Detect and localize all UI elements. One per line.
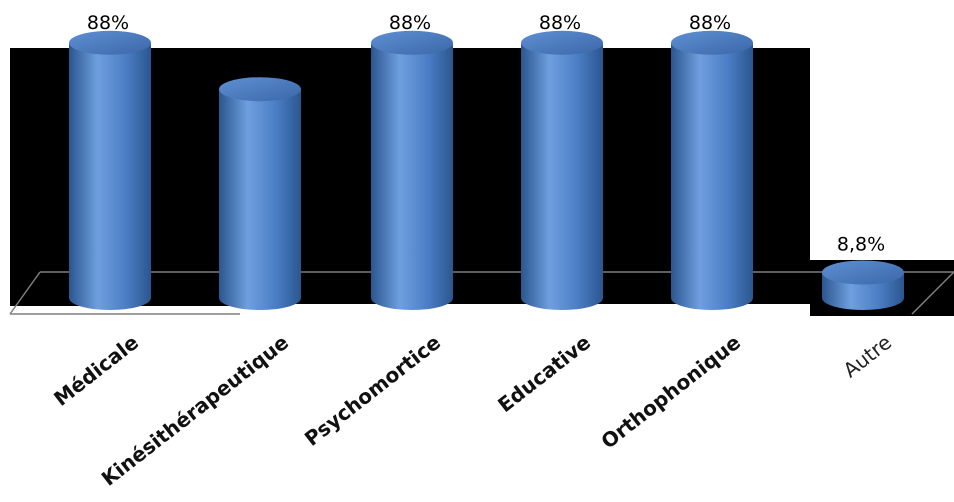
plot-area [10, 48, 954, 316]
bar-cap [219, 77, 301, 102]
category-label-autre: Autre [839, 330, 897, 382]
data-label-orthophonique: 88% [689, 12, 731, 34]
bar-body [69, 42, 151, 310]
category-label-medicale: Médicale [49, 330, 143, 411]
plot-floor-strip [240, 304, 810, 314]
data-label-psychomortice: 88% [389, 12, 431, 34]
floor-left-edge [9, 271, 41, 315]
bars-layer [69, 30, 904, 311]
bar-psychomortice [371, 30, 453, 311]
data-labels-layer: 88% 88% 88% 88% 8,8% [87, 12, 885, 255]
bar-orthophonique [671, 30, 753, 311]
bar-cap [822, 260, 904, 285]
bar-cap [671, 30, 753, 55]
bar-autre [822, 260, 904, 310]
chart-floor [9, 271, 954, 315]
data-label-educative: 88% [539, 12, 581, 34]
data-label-medicale: 88% [87, 12, 129, 34]
bar-body [671, 42, 753, 311]
bar-cap [69, 30, 151, 55]
category-label-orthophonique: Orthophonique [596, 330, 745, 454]
bar-cap [371, 30, 453, 55]
category-label-psychomortice: Psychomortice [300, 330, 445, 451]
data-label-autre: 8,8% [837, 233, 885, 255]
category-label-educative: Educative [493, 330, 595, 417]
bar-cap [521, 30, 603, 55]
bar-educative [521, 30, 603, 311]
bar-body [371, 42, 453, 311]
bar-body [521, 42, 603, 311]
floor-right-edge [911, 271, 954, 315]
bar-body [219, 89, 301, 310]
bar-medicale [69, 30, 151, 310]
bar-kinesitherapeutique [219, 77, 301, 310]
